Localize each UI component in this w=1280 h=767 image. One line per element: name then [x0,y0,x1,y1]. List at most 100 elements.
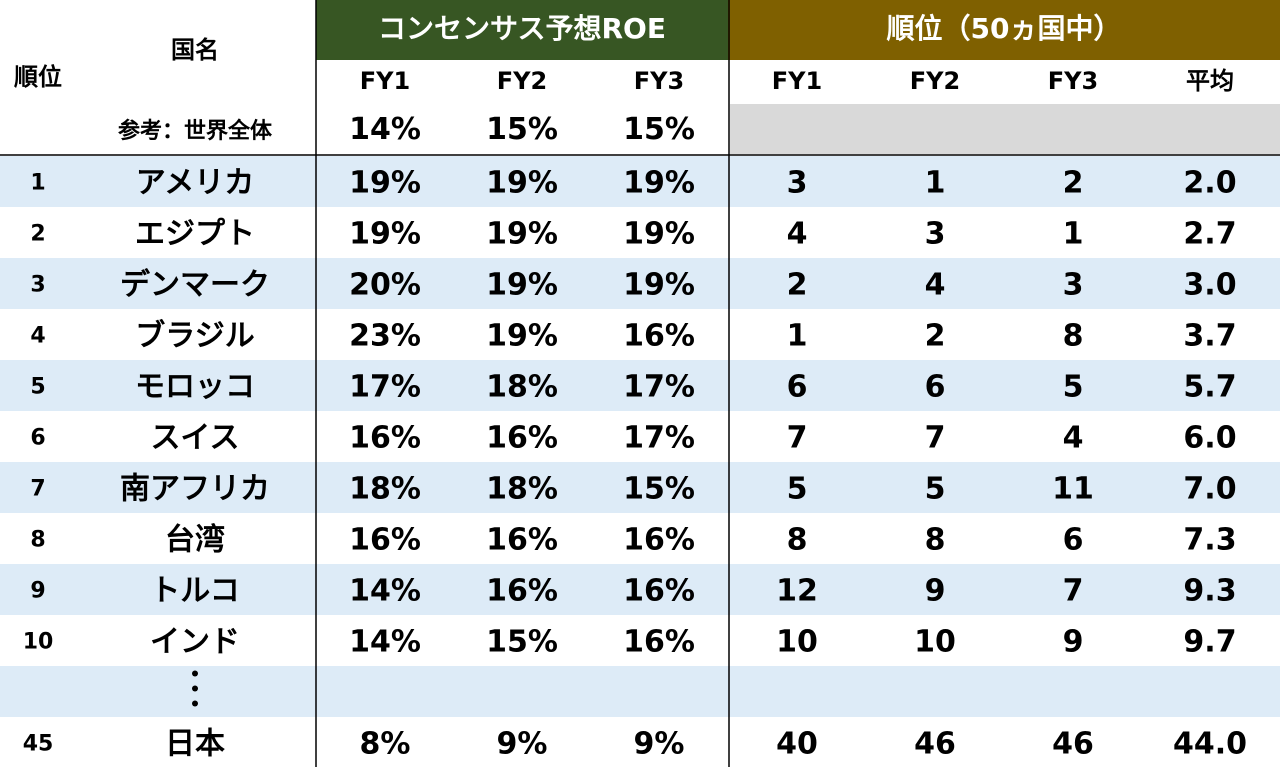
rank-fy2-cell: 6 [925,369,946,404]
roe-fy2-cell: 19% [486,267,558,302]
rank-fy3-cell: 5 [1063,369,1084,404]
row-band [0,666,1280,717]
rank-average-cell: 2.0 [1183,165,1236,200]
roe-fy3-cell: 16% [623,318,695,353]
country-cell: アメリカ [136,165,255,200]
roe-fy2-cell: 16% [486,522,558,557]
country-cell: モロッコ [135,369,255,404]
rank-fy1-cell: 40 [776,726,818,761]
roe-fy2-cell: 18% [486,471,558,506]
rank-fy1-cell: 7 [787,420,808,455]
rank-fy1-cell: 4 [787,216,808,251]
roe-group-header-bg [316,0,728,60]
rank-fy3-cell: 46 [1052,726,1094,761]
roe-fy3-cell: 19% [623,165,695,200]
country-cell: ブラジル [135,318,254,353]
country-cell: インド [150,624,240,659]
rank-cell: 9 [30,578,45,603]
roe-fy2-cell: 19% [486,216,558,251]
rank-average-cell: 7.3 [1183,522,1236,557]
rank-fy2-cell: 46 [914,726,956,761]
row-band [0,360,1280,411]
ellipsis-dot [192,700,198,707]
rank-fy2-cell: 10 [914,624,956,659]
rank-fy2-cell: 1 [925,165,946,200]
roe-fy3-header: FY3 [634,67,684,95]
row-band [0,258,1280,309]
roe-fy2-cell: 16% [486,573,558,608]
roe-fy2-cell: 16% [486,420,558,455]
row-band [0,462,1280,513]
roe-fy3-cell: 16% [623,573,695,608]
rank-average-cell: 6.0 [1183,420,1236,455]
rank-fy3-cell: 11 [1052,471,1094,506]
roe-fy2-cell: 18% [486,369,558,404]
roe-group-header: コンセンサス予想ROE [378,12,666,45]
roe-fy1-cell: 14% [349,624,421,659]
rank-fy3-cell: 6 [1063,522,1084,557]
rank-average-header: 平均 [1186,67,1234,95]
rank-average-cell: 5.7 [1183,369,1236,404]
rank-fy1-cell: 3 [787,165,808,200]
rank-fy3-header: FY3 [1048,67,1098,95]
roe-fy1-cell: 18% [349,471,421,506]
rank-fy1-cell: 12 [776,573,818,608]
roe-fy3-cell: 9% [634,726,685,761]
rank-fy3-cell: 4 [1063,420,1084,455]
roe-fy2-cell: 19% [486,318,558,353]
country-cell: スイス [150,420,239,455]
rank-cell: 5 [30,374,45,399]
country-cell: エジプト [135,216,255,251]
rank-group-header: 順位（50ヵ国中） [887,12,1122,45]
rank-cell: 4 [30,323,45,348]
rank-group-header-bg [728,0,1280,60]
rank-cell: 7 [30,476,45,501]
rank-cell: 1 [30,170,45,195]
country-cell: 南アフリカ [120,471,270,506]
reference-rank-bg [730,104,1280,154]
rank-cell: 8 [30,527,45,552]
rank-fy2-cell: 5 [925,471,946,506]
rank-fy3-cell: 9 [1063,624,1084,659]
rank-cell: 3 [30,272,45,297]
roe-fy2-cell: 19% [486,165,558,200]
rank-fy2-cell: 7 [925,420,946,455]
rank-fy1-cell: 5 [787,471,808,506]
rank-fy3-cell: 8 [1063,318,1084,353]
rank-fy1-cell: 10 [776,624,818,659]
country-cell: 台湾 [165,522,225,557]
ellipsis-dot [192,685,198,692]
rank-fy1-cell: 2 [787,267,808,302]
rank-cell: 45 [23,731,54,756]
rank-average-cell: 3.7 [1183,318,1236,353]
rank-average-cell: 9.7 [1183,624,1236,659]
rank-average-cell: 44.0 [1173,726,1247,761]
roe-fy1-cell: 16% [349,522,421,557]
rank-average-cell: 3.0 [1183,267,1236,302]
roe-fy2-cell: 9% [497,726,548,761]
roe-fy3-cell: 17% [623,369,695,404]
rank-fy2-cell: 4 [925,267,946,302]
rank-average-cell: 7.0 [1183,471,1236,506]
rank-column-header: 順位 [14,63,62,91]
roe-fy2-header: FY2 [497,67,547,95]
rank-fy2-cell: 3 [925,216,946,251]
reference-label: 参考：世界全体 [118,118,273,144]
row-band [0,156,1280,207]
rank-fy3-cell: 1 [1063,216,1084,251]
roe-fy2-cell: 15% [486,624,558,659]
rank-fy1-cell: 6 [787,369,808,404]
rank-fy2-cell: 2 [925,318,946,353]
rank-fy3-cell: 3 [1063,267,1084,302]
roe-fy1-cell: 23% [349,318,421,353]
rank-cell: 2 [30,221,45,246]
country-column-header: 国名 [171,36,219,64]
rank-fy3-cell: 2 [1063,165,1084,200]
rank-fy2-cell: 8 [925,522,946,557]
rank-average-cell: 2.7 [1183,216,1236,251]
rank-cell: 6 [30,425,45,450]
roe-fy1-cell: 8% [360,726,411,761]
row-band [0,564,1280,615]
roe-fy1-cell: 17% [349,369,421,404]
